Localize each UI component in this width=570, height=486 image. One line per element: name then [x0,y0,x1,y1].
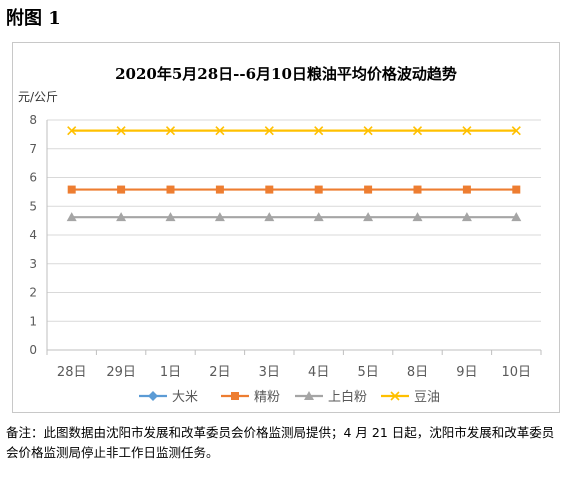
data-point-精粉 [166,185,175,194]
legend-marker [231,392,239,400]
legend-marker [148,391,158,401]
data-point-豆油 [67,126,77,136]
x-tick-label: 2日 [209,365,230,380]
data-point-豆油 [165,126,176,136]
data-point-豆油 [215,126,225,136]
data-point-精粉 [215,185,224,194]
data-point-精粉 [265,185,274,194]
data-point-豆油 [412,126,423,136]
data-point-精粉 [364,185,373,194]
x-tick-label: 5日 [357,365,378,380]
legend-label: 上白粉 [328,389,367,405]
data-point-上白粉 [363,212,374,222]
y-tick-label: 8 [29,113,37,127]
figure-heading: 附图 1 [6,8,61,29]
y-tick-label: 1 [29,314,37,328]
data-point-上白粉 [264,212,275,222]
data-point-上白粉 [511,212,522,222]
y-tick-label: 7 [29,142,37,156]
x-tick-label: 29日 [106,365,136,380]
data-point-精粉 [462,185,471,194]
data-point-精粉 [117,185,126,194]
data-point-上白粉 [116,212,127,222]
data-point-上白粉 [214,212,225,222]
legend-marker [304,391,314,400]
data-point-豆油 [116,126,126,136]
chart-frame: 2020年5月28日--6月10日粮油平均价格波动趋势 [12,42,560,413]
data-point-上白粉 [165,212,176,222]
legend-label: 豆油 [414,390,440,405]
data-point-精粉 [413,185,422,194]
data-point-豆油 [264,126,274,136]
x-tick-label: 8日 [407,365,428,380]
data-point-精粉 [314,185,323,194]
data-point-上白粉 [412,212,423,222]
y-tick-label: 6 [29,171,37,185]
legend-label: 精粉 [254,390,280,405]
data-point-豆油 [462,126,472,136]
data-point-上白粉 [66,212,77,222]
data-point-豆油 [363,126,373,136]
y-tick-label: 0 [29,343,37,357]
x-tick-label: 9日 [456,365,477,380]
data-point-精粉 [512,185,521,194]
legend-label: 大米 [172,390,198,405]
x-tick-label: 28日 [57,365,87,380]
data-point-上白粉 [461,212,472,222]
x-tick-label: 10日 [502,365,532,380]
data-point-豆油 [314,126,324,136]
x-tick-label: 4日 [308,365,329,380]
data-point-豆油 [511,126,521,136]
y-tick-label: 4 [29,228,37,242]
y-tick-label: 3 [29,257,37,271]
legend-marker [390,391,400,401]
x-tick-label: 3日 [259,365,280,380]
data-point-精粉 [67,185,76,194]
footnote: 备注：此图数据由沈阳市发展和改革委员会价格监测局提供；4 月 21 日起，沈阳市… [6,425,555,460]
x-tick-label: 1日 [160,365,181,380]
y-axis-label: 元/公斤 [18,90,58,104]
data-point-上白粉 [313,212,324,222]
y-tick-label: 2 [29,286,37,300]
chart-title: 2020年5月28日--6月10日粮油平均价格波动趋势 [115,65,457,83]
y-tick-label: 5 [29,199,37,213]
